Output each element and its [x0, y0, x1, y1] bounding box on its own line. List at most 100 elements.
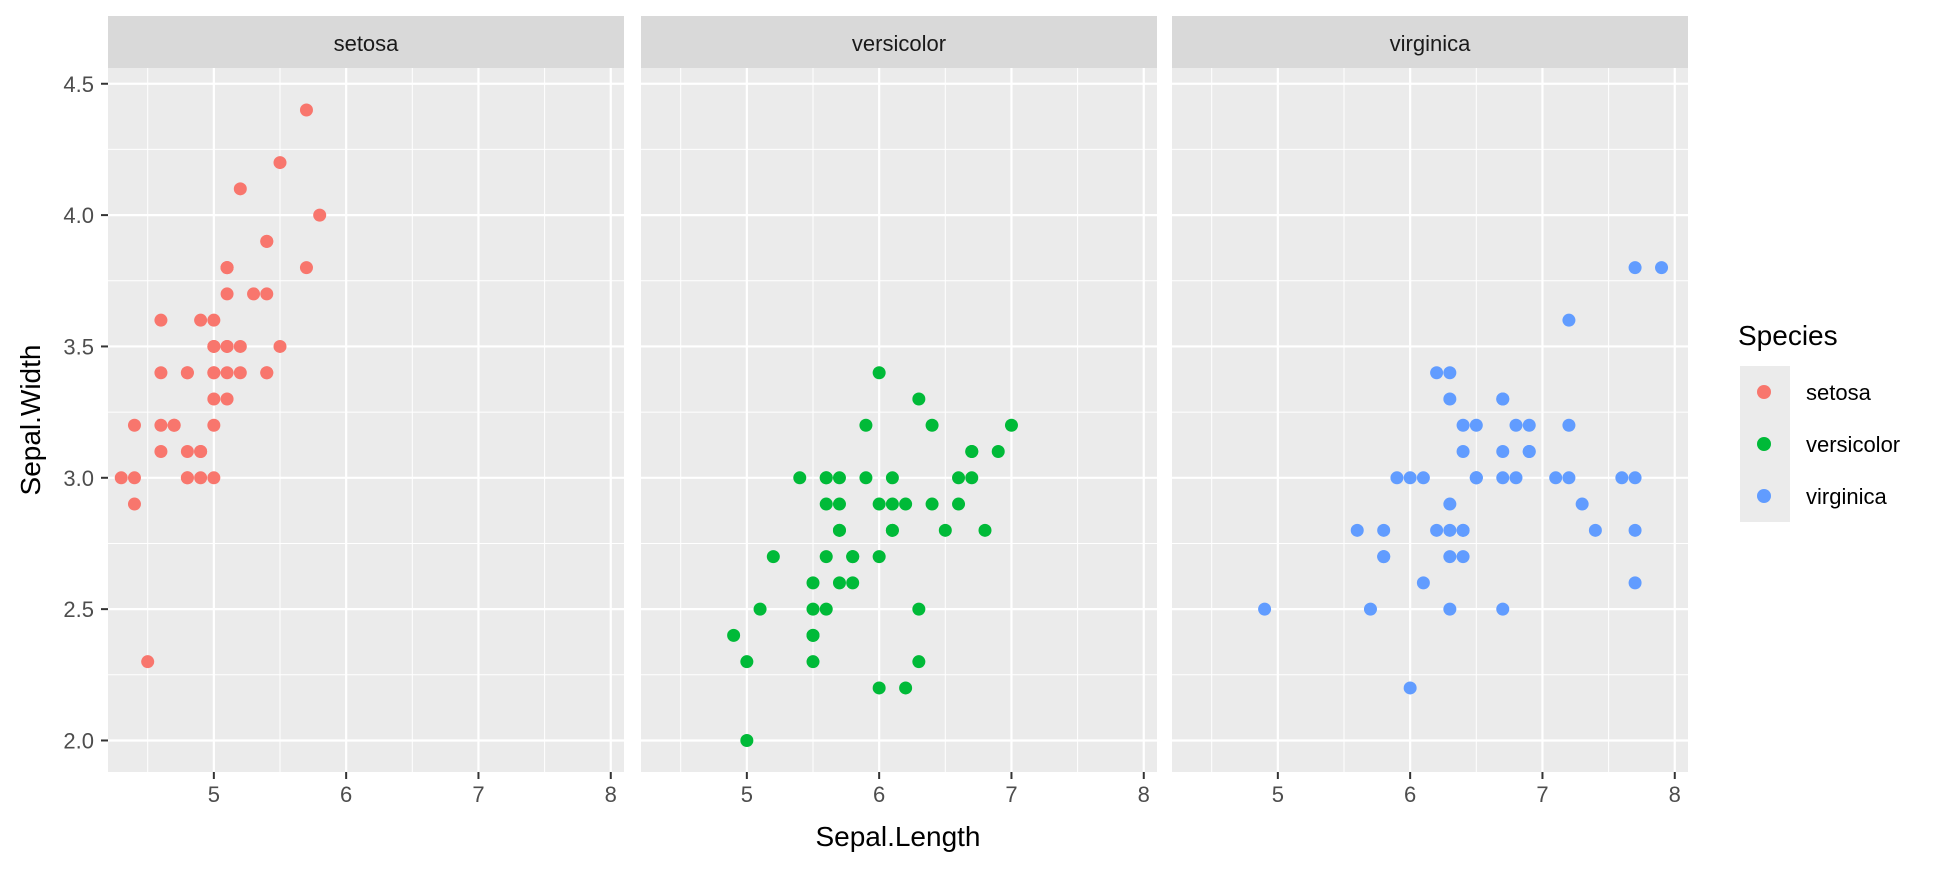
data-point-versicolor — [832, 497, 846, 511]
data-point-setosa — [220, 261, 234, 275]
data-point-versicolor — [1004, 418, 1018, 432]
legend-key-versicolor — [1757, 437, 1771, 451]
y-tick-label: 4.5 — [63, 72, 94, 97]
data-point-virginica — [1562, 313, 1576, 327]
facet-label-versicolor: versicolor — [852, 31, 946, 56]
data-point-virginica — [1443, 550, 1457, 564]
data-point-versicolor — [872, 366, 886, 380]
panel-background — [1172, 68, 1688, 772]
legend-key-setosa — [1757, 385, 1771, 399]
data-point-setosa — [154, 313, 168, 327]
data-point-virginica — [1615, 471, 1629, 485]
x-tick-label: 5 — [208, 782, 220, 807]
legend-title: Species — [1738, 320, 1838, 351]
data-point-setosa — [180, 445, 194, 459]
data-point-virginica — [1390, 471, 1404, 485]
x-tick-label: 5 — [741, 782, 753, 807]
data-point-setosa — [154, 366, 168, 380]
data-point-setosa — [207, 339, 221, 353]
data-point-virginica — [1443, 497, 1457, 511]
data-point-versicolor — [806, 576, 820, 590]
data-point-versicolor — [952, 471, 966, 485]
data-point-versicolor — [912, 602, 926, 616]
data-point-setosa — [220, 339, 234, 353]
legend-key-virginica — [1757, 489, 1771, 503]
data-point-setosa — [167, 418, 181, 432]
data-point-setosa — [127, 471, 141, 485]
data-point-virginica — [1430, 366, 1444, 380]
data-point-versicolor — [806, 602, 820, 616]
data-point-versicolor — [832, 471, 846, 485]
data-point-virginica — [1443, 366, 1457, 380]
legend-label-virginica: virginica — [1806, 484, 1887, 509]
y-axis-title: Sepal.Width — [15, 345, 46, 496]
x-tick-label: 8 — [1669, 782, 1681, 807]
data-point-setosa — [207, 418, 221, 432]
data-point-virginica — [1443, 602, 1457, 616]
data-point-setosa — [233, 339, 247, 353]
data-point-versicolor — [952, 497, 966, 511]
y-tick-label: 3.0 — [63, 466, 94, 491]
data-point-versicolor — [793, 471, 807, 485]
data-point-virginica — [1377, 550, 1391, 564]
data-point-virginica — [1588, 523, 1602, 537]
data-point-virginica — [1443, 523, 1457, 537]
x-tick-label: 6 — [340, 782, 352, 807]
data-point-setosa — [313, 208, 327, 222]
data-point-versicolor — [912, 655, 926, 669]
data-point-virginica — [1496, 471, 1510, 485]
facet-label-setosa: setosa — [334, 31, 400, 56]
data-point-versicolor — [965, 445, 979, 459]
data-point-virginica — [1655, 261, 1669, 275]
data-point-setosa — [180, 366, 194, 380]
facet-label-virginica: virginica — [1390, 31, 1471, 56]
data-point-virginica — [1469, 418, 1483, 432]
x-tick-label: 8 — [605, 782, 617, 807]
data-point-setosa — [207, 313, 221, 327]
data-point-virginica — [1456, 445, 1470, 459]
data-point-versicolor — [872, 681, 886, 695]
data-point-setosa — [114, 471, 128, 485]
legend-label-setosa: setosa — [1806, 380, 1872, 405]
data-point-setosa — [273, 339, 287, 353]
data-point-versicolor — [938, 523, 952, 537]
data-point-virginica — [1496, 445, 1510, 459]
data-point-virginica — [1522, 418, 1536, 432]
data-point-setosa — [207, 471, 221, 485]
data-point-versicolor — [885, 497, 899, 511]
data-point-virginica — [1496, 392, 1510, 406]
data-point-setosa — [127, 418, 141, 432]
x-tick-label: 6 — [1404, 782, 1416, 807]
data-point-versicolor — [846, 550, 860, 564]
data-point-setosa — [207, 366, 221, 380]
data-point-setosa — [260, 234, 274, 248]
data-point-setosa — [247, 287, 261, 301]
data-point-versicolor — [819, 497, 833, 511]
data-point-versicolor — [819, 550, 833, 564]
data-point-virginica — [1430, 523, 1444, 537]
data-point-versicolor — [727, 628, 741, 642]
panel-background — [641, 68, 1157, 772]
data-point-versicolor — [872, 497, 886, 511]
x-axis-title: Sepal.Length — [815, 821, 980, 852]
data-point-versicolor — [872, 550, 886, 564]
data-point-setosa — [194, 313, 208, 327]
data-point-setosa — [299, 103, 313, 117]
data-point-setosa — [154, 418, 168, 432]
data-point-setosa — [260, 366, 274, 380]
x-tick-label: 7 — [1005, 782, 1017, 807]
data-point-virginica — [1443, 392, 1457, 406]
data-point-virginica — [1522, 445, 1536, 459]
data-point-virginica — [1509, 471, 1523, 485]
data-point-versicolor — [885, 471, 899, 485]
data-point-versicolor — [899, 681, 913, 695]
data-point-setosa — [260, 287, 274, 301]
data-point-versicolor — [819, 471, 833, 485]
y-tick-label: 3.5 — [63, 334, 94, 359]
data-point-versicolor — [740, 733, 754, 747]
data-point-versicolor — [925, 497, 939, 511]
data-point-versicolor — [740, 655, 754, 669]
data-point-virginica — [1416, 576, 1430, 590]
data-point-versicolor — [832, 576, 846, 590]
